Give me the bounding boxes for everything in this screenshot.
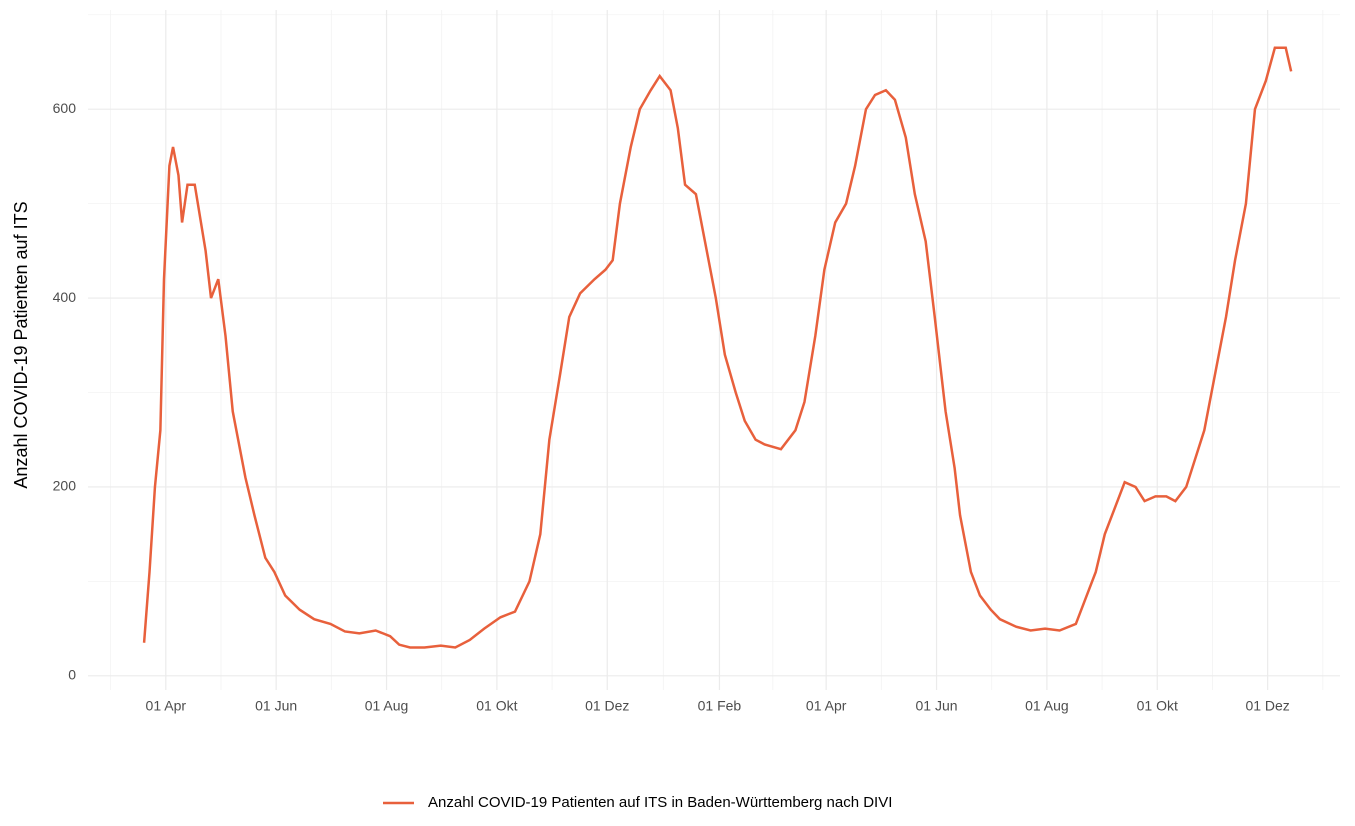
data-line (142, 46, 1293, 649)
x-tick-label: 01 Aug (365, 698, 409, 714)
y-tick-label: 400 (53, 289, 77, 305)
x-tick-label: 01 Apr (146, 698, 187, 714)
x-tick-label: 01 Aug (1025, 698, 1069, 714)
x-tick-label: 01 Okt (476, 698, 517, 714)
x-tick-label: 01 Jun (916, 698, 958, 714)
legend-label: Anzahl COVID-19 Patienten auf ITS in Bad… (428, 794, 892, 811)
y-tick-label: 200 (53, 478, 77, 494)
x-tick-label: 01 Dez (1245, 698, 1289, 714)
x-tick-label: 01 Feb (698, 698, 742, 714)
x-tick-label: 01 Jun (255, 698, 297, 714)
y-tick-label: 600 (53, 100, 77, 116)
x-tick-label: 01 Apr (806, 698, 847, 714)
x-tick-label: 01 Dez (585, 698, 629, 714)
y-axis-label: Anzahl COVID-19 Patienten auf ITS (11, 201, 31, 488)
x-tick-label: 01 Okt (1137, 698, 1178, 714)
y-tick-label: 0 (68, 667, 76, 683)
